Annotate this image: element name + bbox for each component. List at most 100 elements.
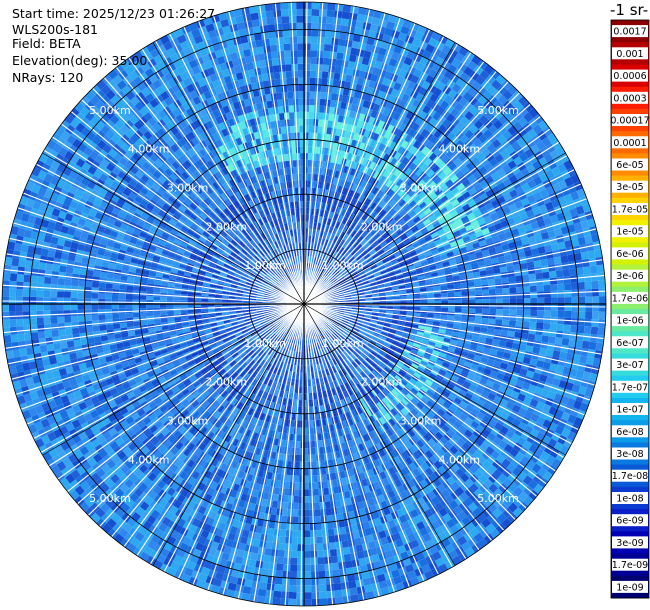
ray-cell [362,22,372,31]
ray-cell [464,129,474,139]
ray-cell [356,148,363,157]
ray-cell [310,215,314,223]
ray-cell [507,84,518,96]
ray-cell [395,129,404,138]
ray-cell [341,540,349,548]
ray-cell [307,256,309,263]
ray-cell [350,5,359,14]
ray-cell [599,304,606,312]
ray-cell [523,112,534,123]
ray-cell [429,192,438,201]
ray-cell [428,181,437,190]
ray-cell [469,70,480,81]
ray-cell [489,299,497,304]
ray-cell [327,169,333,177]
ray-cell [475,290,483,295]
ray-cell [310,249,313,257]
ray-cell [324,271,330,278]
ray-cell [401,63,411,72]
ray-cell [389,209,397,217]
ray-cell [321,161,327,169]
ray-cell [358,219,365,227]
ray-cell [307,166,312,174]
ray-cell [315,273,320,280]
ray-cell [432,111,442,121]
ray-cell [369,161,376,170]
ray-cell [323,231,328,239]
ray-cell [467,86,477,96]
ray-cell [318,266,323,274]
ray-cell [339,223,345,231]
ray-cell [391,233,399,240]
ray-cell [592,304,600,312]
ray-cell [315,208,319,216]
ray-cell [555,270,564,278]
ray-cell [433,314,441,319]
ray-cell [348,89,356,98]
ray-cell [346,219,352,227]
ray-cell [501,277,509,284]
ray-cell [362,100,370,109]
ray-cell [439,183,448,192]
ray-cell [331,148,337,157]
ray-cell [493,99,503,110]
ray-cell [518,106,529,117]
ray-cell [308,242,311,250]
ray-cell [403,194,411,203]
ray-cell [500,330,509,337]
ray-cell [388,219,396,226]
ray-cell [308,139,313,147]
ray-cell [454,299,462,304]
ray-cell [343,233,349,241]
ray-cell [397,32,408,42]
ray-cell [334,135,340,143]
ray-cell [344,130,351,139]
ray-cell [366,86,374,96]
ray-cell [425,43,435,54]
ray-cell [317,195,322,203]
ray-cell [475,75,486,86]
ray-cell [458,46,469,57]
ray-cell [315,250,319,258]
ray-cell [389,118,398,127]
ray-cell [343,165,349,174]
ray-cell [434,307,442,312]
ray-cell [325,23,334,31]
ray-cell [350,238,356,246]
ray-cell [337,185,343,193]
ray-cell [356,255,363,261]
ray-cell [418,190,427,199]
ray-cell [338,266,345,272]
ray-cell [538,120,549,131]
ray-cell [536,322,544,330]
ray-cell [319,244,324,252]
ray-cell [306,221,309,229]
ray-cell [393,82,402,91]
ray-cell [342,187,349,196]
ray-cell [382,153,390,162]
ray-cell [329,58,337,66]
ray-cell [340,18,350,27]
ray-cell [455,77,466,88]
ray-cell [563,324,571,332]
ray-cell [337,157,344,165]
ray-cell [413,205,422,214]
ray-cell [323,270,329,277]
ray-cell [469,134,479,144]
ray-cell [364,43,374,53]
ray-cell [309,77,316,85]
ray-cell [397,162,405,171]
ray-cell [372,67,381,76]
ray-cell [313,222,317,230]
ray-cell [473,138,483,148]
ray-cell [488,318,496,325]
ray-cell [349,54,357,63]
ray-cell [377,190,385,199]
ray-cell [474,280,482,287]
ray-cell [337,264,343,270]
ray-cell [358,42,367,51]
ray-cell [429,203,438,212]
ray-cell [509,298,517,304]
ray-cell [376,25,386,35]
